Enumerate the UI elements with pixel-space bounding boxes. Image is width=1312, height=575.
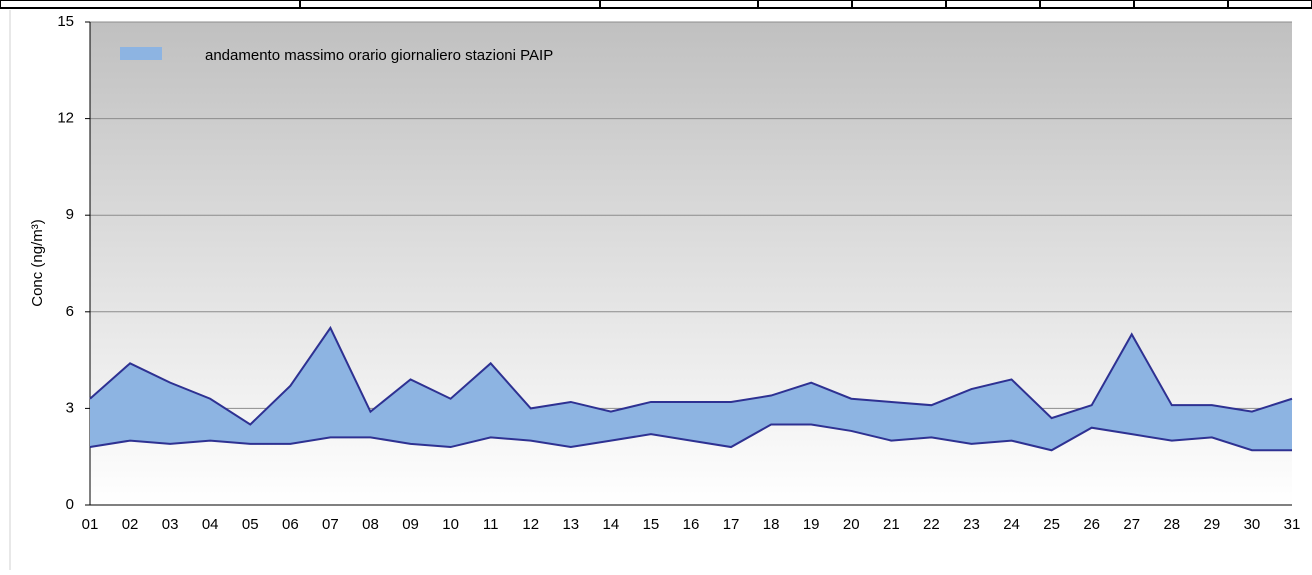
legend-swatch: [120, 47, 162, 60]
x-tick-label: 16: [683, 516, 700, 533]
upper-line: [89, 325, 1293, 426]
x-tick-label: 09: [402, 516, 419, 533]
y-tick-label: 0: [66, 496, 74, 513]
x-tick-label: 11: [483, 516, 499, 533]
x-tick-label: 08: [362, 516, 379, 533]
x-tick-label: 15: [643, 516, 660, 533]
y-tick-label: 3: [66, 399, 74, 416]
x-tick-label: 07: [322, 516, 339, 533]
area-band: [90, 327, 1292, 451]
x-tick-label: 04: [202, 516, 219, 533]
x-tick-label: 22: [923, 516, 940, 533]
x-tick-label: 27: [1123, 516, 1140, 533]
y-tick-label: 12: [57, 110, 74, 127]
x-tick-label: 02: [122, 516, 139, 533]
y-axis-label: Conc (ng/m³): [29, 219, 46, 307]
x-tick-label: 28: [1163, 516, 1180, 533]
x-tick-label: 18: [763, 516, 780, 533]
x-tick-label: 03: [162, 516, 179, 533]
x-tick-label: 24: [1003, 516, 1020, 533]
x-tick-label: 29: [1204, 516, 1221, 533]
x-tick-label: 17: [723, 516, 740, 533]
x-tick-label: 14: [603, 516, 620, 533]
x-tick-label: 13: [562, 516, 579, 533]
legend-label: andamento massimo orario giornaliero sta…: [205, 47, 553, 64]
top-table-strip: [0, 0, 1312, 9]
x-tick-label: 25: [1043, 516, 1060, 533]
x-tick-label: 10: [442, 516, 459, 533]
x-tick-label: 30: [1244, 516, 1261, 533]
y-tick-label: 9: [66, 206, 74, 223]
y-tick-label: 15: [57, 13, 74, 30]
x-tick-label: 23: [963, 516, 980, 533]
x-tick-label: 05: [242, 516, 259, 533]
x-tick-label: 31: [1284, 516, 1301, 533]
x-tick-label: 06: [282, 516, 299, 533]
x-tick-label: 01: [82, 516, 99, 533]
x-tick-label: 19: [803, 516, 820, 533]
lower-line: [89, 423, 1292, 452]
x-tick-label: 21: [883, 516, 900, 533]
x-tick-label: 12: [522, 516, 539, 533]
x-tick-label: 20: [843, 516, 860, 533]
y-tick-label: 6: [66, 303, 74, 320]
x-tick-label: 26: [1083, 516, 1100, 533]
